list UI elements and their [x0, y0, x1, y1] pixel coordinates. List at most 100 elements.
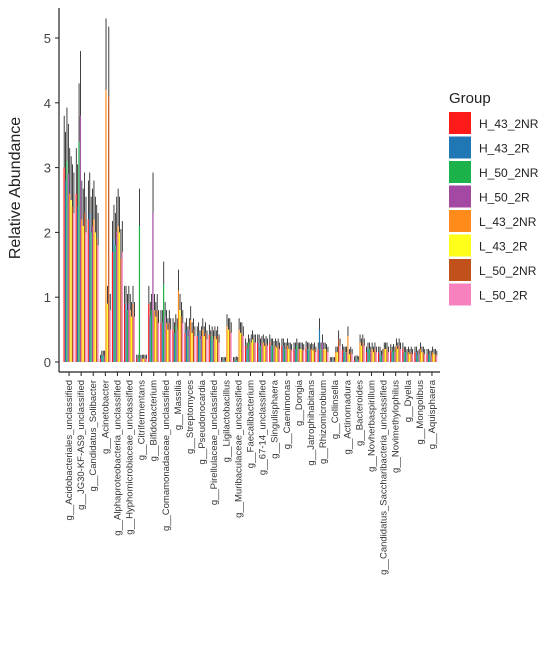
bar — [246, 349, 247, 362]
bar — [359, 343, 360, 362]
bar — [105, 90, 106, 362]
x-tick-label: g__Jatrophihabitans — [306, 380, 317, 466]
x-tick-label: g__Massilia — [173, 379, 184, 430]
bar — [96, 239, 97, 362]
bar — [300, 349, 301, 362]
bar — [172, 330, 173, 362]
bar — [371, 349, 372, 362]
bar — [255, 343, 256, 362]
bar — [260, 346, 261, 362]
legend-swatch — [449, 112, 471, 134]
bar — [124, 304, 125, 362]
legend-label: H_43_2NR — [479, 117, 539, 131]
bar — [189, 330, 190, 362]
bar — [204, 336, 205, 362]
bar — [257, 343, 258, 362]
bar — [164, 317, 165, 362]
bar — [431, 356, 432, 362]
bar — [346, 352, 347, 362]
bar — [367, 349, 368, 362]
bar — [385, 349, 386, 362]
bar — [151, 310, 152, 362]
bar — [117, 226, 118, 362]
bar — [332, 361, 333, 362]
bar — [318, 349, 319, 362]
legend-swatch — [449, 137, 471, 159]
x-tick-label: g__Streptomyces — [185, 380, 196, 454]
bar — [379, 352, 380, 362]
bar — [284, 349, 285, 362]
bar — [154, 310, 155, 362]
bar — [283, 346, 284, 362]
x-tick-label: g__Comamonadaceae_unclassified — [161, 380, 172, 531]
bar — [355, 359, 356, 362]
bar — [264, 346, 265, 362]
bar — [104, 356, 105, 362]
bar — [320, 349, 321, 362]
bar — [199, 339, 200, 362]
bar — [228, 330, 229, 362]
bar — [83, 226, 84, 362]
bar — [261, 344, 262, 362]
bar — [158, 323, 159, 362]
bar — [258, 343, 259, 362]
bar — [357, 359, 358, 362]
bar — [214, 336, 215, 362]
bar — [344, 352, 345, 362]
x-tick-label: g__Pseudonocardia — [197, 379, 208, 464]
bar — [358, 360, 359, 362]
bar — [404, 352, 405, 362]
bar — [184, 333, 185, 362]
legend-title: Group — [449, 90, 491, 107]
bar — [388, 352, 389, 362]
bar — [132, 304, 133, 362]
x-tick-label: g__Hyphomicrobiaceae_unclassified — [125, 380, 136, 535]
bar — [81, 219, 82, 362]
bar — [224, 361, 225, 362]
bar — [330, 361, 331, 362]
bar — [426, 354, 427, 362]
bar — [101, 356, 102, 362]
x-tick-label: g__Acinetobacter — [100, 380, 111, 454]
bar — [205, 333, 206, 362]
x-tick-label: g__Pirellulaceae_unclassified — [209, 380, 220, 505]
x-tick-label: g__Novherbaspirillum — [366, 380, 377, 472]
bar — [90, 232, 91, 362]
y-tick-label: 5 — [44, 31, 51, 46]
bar — [88, 219, 89, 362]
bar — [160, 323, 161, 362]
bar — [315, 352, 316, 362]
bar — [93, 219, 94, 362]
bar — [211, 336, 212, 362]
legend-swatch — [449, 186, 471, 208]
bar — [120, 258, 121, 362]
bar — [222, 361, 223, 362]
bar — [65, 181, 66, 362]
bar — [279, 349, 280, 362]
bar — [181, 317, 182, 362]
bar — [191, 333, 192, 362]
bar — [342, 350, 343, 362]
bar — [334, 361, 335, 362]
bar — [157, 310, 158, 362]
bar — [303, 350, 304, 362]
bar — [229, 330, 230, 362]
x-tick-label: g__Faecalibacterium — [246, 380, 257, 468]
x-tick-label: g__Mongolibus — [415, 380, 426, 445]
bar — [162, 323, 163, 362]
bar — [92, 226, 93, 362]
bar — [412, 354, 413, 362]
bar — [230, 333, 231, 362]
axes-layer: 012345g__Acidobacteriales_unclassifiedg_… — [44, 8, 440, 575]
legend: Group H_43_2NRH_43_2RH_50_2NRH_50_2RL_43… — [449, 90, 539, 306]
bar — [73, 213, 74, 362]
bar — [364, 346, 365, 362]
bar — [394, 352, 395, 362]
legend-swatch — [449, 161, 471, 183]
bar — [190, 320, 191, 362]
bar — [376, 352, 377, 362]
bar — [186, 330, 187, 362]
bar — [299, 349, 300, 362]
legend-swatch — [449, 235, 471, 257]
bar — [290, 349, 291, 362]
